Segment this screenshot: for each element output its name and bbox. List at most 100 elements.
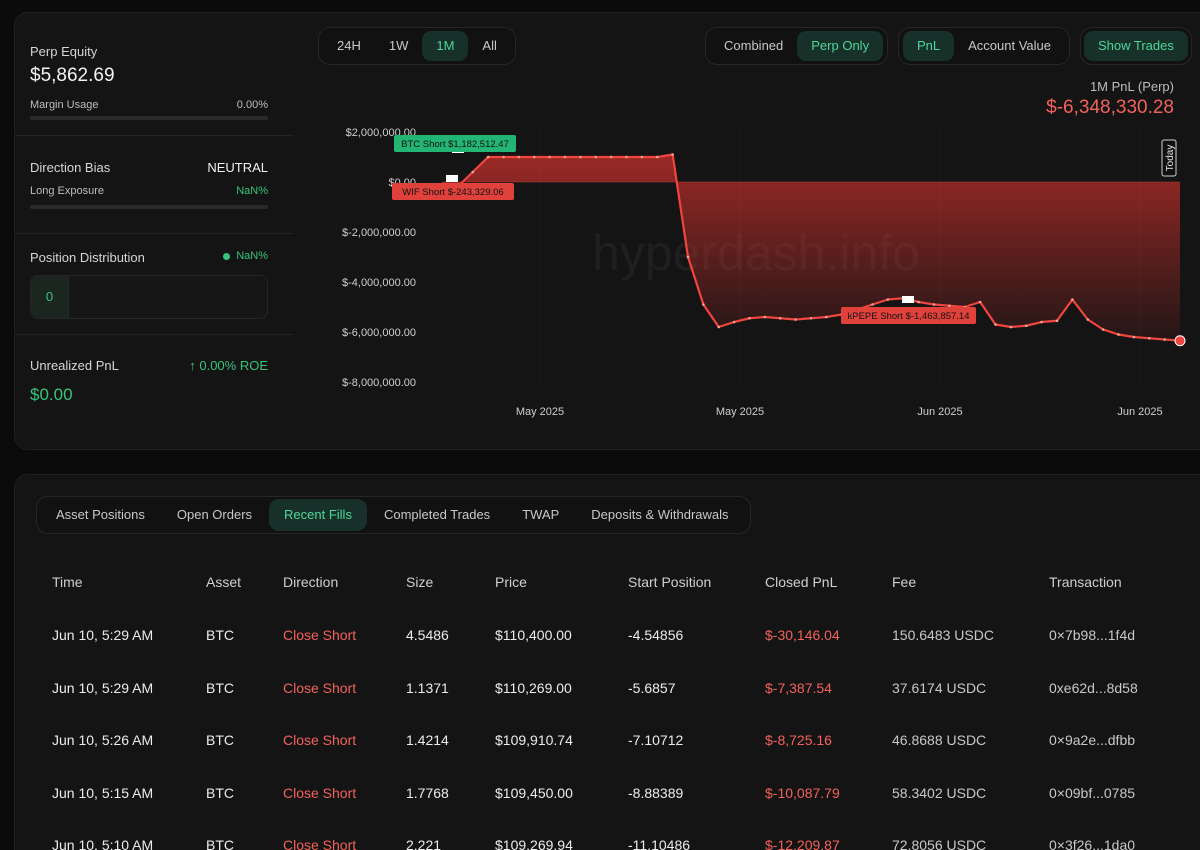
divider <box>14 233 294 234</box>
table-cell: $-30,146.04 <box>765 627 840 643</box>
pnl-chart[interactable]: hyperdash.info $2,000,000.00$0.00$-2,000… <box>320 110 1200 430</box>
pnl-point <box>917 300 920 304</box>
pnl-point <box>794 318 797 321</box>
pnl-point <box>548 155 551 159</box>
column-header-price[interactable]: Price <box>495 574 527 590</box>
table-cell: 46.8688 USDC <box>892 732 987 748</box>
table-row[interactable]: Jun 10, 5:26 AM BTC Close Short 1.4214 $109,… <box>14 714 1200 766</box>
pnl-point <box>825 315 828 319</box>
y-tick-label: $-8,000,000.00 <box>342 377 416 389</box>
column-header-fee[interactable]: Fee <box>892 574 917 590</box>
table-cell: 1.7768 <box>406 784 449 801</box>
table-cell: $109,269.94 <box>495 837 573 850</box>
pnl-point <box>1055 319 1059 323</box>
current-pnl-marker <box>1174 335 1186 347</box>
timeframe-all[interactable]: All <box>482 38 497 53</box>
trade-annotation <box>392 183 514 200</box>
table-cell: Jun 10, 5:29 AM <box>52 627 154 643</box>
pnl-point <box>1071 298 1074 301</box>
table-row[interactable]: Jun 10, 5:29 AM BTC Close Short 1.1371 $110,… <box>14 662 1200 714</box>
today-marker <box>1161 139 1177 177</box>
y-tick-label: $-4,000,000.00 <box>342 277 416 289</box>
pnl-point <box>532 155 536 159</box>
pnl-point <box>1086 318 1090 321</box>
table-row[interactable]: Jun 10, 5:10 AM BTC Close Short 2.221 $109,2… <box>14 819 1200 850</box>
tab-twap[interactable]: TWAP <box>522 507 560 522</box>
tab-recent-fills[interactable]: Recent Fills <box>269 499 367 531</box>
column-header-direction[interactable]: Direction <box>283 574 339 590</box>
table-row[interactable]: Jun 10, 5:15 AM BTC Close Short 1.7768 $109,… <box>14 767 1200 819</box>
tab-open-orders[interactable]: Open Orders <box>176 507 253 522</box>
pnl-point <box>748 316 751 320</box>
table-cell[interactable]: 0×9a2e...dfbb <box>1049 732 1136 748</box>
pnl-point <box>994 323 997 326</box>
column-header-closed-pnl[interactable]: Closed PnL <box>765 574 838 590</box>
timeframe-24h[interactable]: 24H <box>337 38 361 53</box>
timeframe-1m[interactable]: 1M <box>422 31 469 61</box>
x-tick-label: May 2025 <box>516 406 564 418</box>
table-cell: 72.8056 USDC <box>892 837 987 850</box>
timeframe-1w[interactable]: 1W <box>388 38 409 53</box>
metric-selector: PnL Account Value <box>898 27 1071 65</box>
pnl-point <box>609 155 613 159</box>
pnl-point <box>486 155 490 159</box>
pnl-point <box>1147 336 1151 340</box>
table-cell[interactable]: 0×7b98...1f4d <box>1049 627 1136 643</box>
view-perp-only[interactable]: Perp Only <box>797 31 884 61</box>
pnl-point <box>717 325 721 329</box>
pnl-total: $-6,348,330.28 <box>1046 97 1174 118</box>
column-header-transaction[interactable]: Transaction <box>1049 574 1122 590</box>
pnl-point <box>1040 320 1043 324</box>
metric-account-value[interactable]: Account Value <box>968 38 1052 53</box>
activity-card <box>14 474 1200 850</box>
table-cell: -11.10486 <box>628 837 691 850</box>
column-header-time[interactable]: Time <box>52 574 83 590</box>
table-cell: $-8,725.16 <box>765 732 832 748</box>
pnl-point <box>625 155 628 159</box>
perp-equity-value: $5,862.69 <box>30 65 115 86</box>
table-cell: $-7,387.54 <box>765 679 832 696</box>
table-cell: 2.221 <box>406 837 442 850</box>
table-cell: BTC <box>206 627 234 643</box>
trade-marker-icon <box>902 296 914 303</box>
pnl-point <box>1024 324 1028 328</box>
pnl-point <box>1101 328 1105 331</box>
margin-usage-label: Margin Usage <box>30 99 99 111</box>
position-count: 0 <box>31 276 69 318</box>
table-cell[interactable]: 0×3f26...1da0 <box>1049 837 1136 850</box>
table-cell: $-12,209.87 <box>765 837 840 850</box>
trade-marker-icon <box>446 175 458 182</box>
pnl-point <box>471 170 475 174</box>
pnl-point <box>671 153 674 156</box>
column-header-size[interactable]: Size <box>406 574 434 590</box>
table-cell: -5.6857 <box>628 679 676 696</box>
view-mode-selector: Combined Perp Only <box>705 27 889 65</box>
table-row[interactable]: Jun 10, 5:29 AM BTC Close Short 4.5486 $110,… <box>14 609 1200 661</box>
unrealized-pnl-label: Unrealized PnL <box>30 358 119 373</box>
tab-completed-trades[interactable]: Completed Trades <box>383 507 491 522</box>
tab-asset-positions[interactable]: Asset Positions <box>56 507 145 522</box>
trade-annotation <box>394 135 516 152</box>
table-cell: Jun 10, 5:15 AM <box>52 784 154 801</box>
trade-annotation-label: WIF Short $-243,329.06 <box>402 187 503 198</box>
tab-deposits-withdrawals[interactable]: Deposits & Withdrawals <box>591 507 729 522</box>
long-exposure-bar <box>30 205 268 209</box>
pnl-point <box>502 155 505 159</box>
pnl-point <box>1117 333 1120 336</box>
table-cell: BTC <box>206 732 234 748</box>
pnl-point <box>579 155 582 159</box>
direction-bias-label: Direction Bias <box>30 160 111 175</box>
column-header-start-position[interactable]: Start Position <box>628 574 712 590</box>
position-distribution-value: NaN% <box>223 250 268 262</box>
long-exposure-label: Long Exposure <box>30 185 104 197</box>
table-cell: Close Short <box>283 784 357 801</box>
x-tick-label: Jun 2025 <box>1117 406 1162 418</box>
column-header-asset[interactable]: Asset <box>206 574 242 590</box>
show-trades-button[interactable]: Show Trades <box>1084 31 1188 61</box>
pnl-point <box>948 304 951 308</box>
metric-pnl[interactable]: PnL <box>903 31 955 61</box>
table-cell[interactable]: 0×09bf...0785 <box>1049 784 1136 801</box>
table-cell[interactable]: 0xe62d...8d58 <box>1049 679 1138 696</box>
trade-annotation <box>841 307 976 324</box>
view-combined[interactable]: Combined <box>724 38 784 53</box>
